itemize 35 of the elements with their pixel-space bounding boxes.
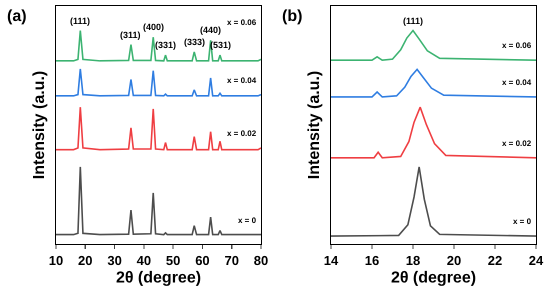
text: (b) [282, 8, 302, 25]
x-axis-title: 2θ (degree) [116, 269, 202, 286]
y-axis-title: Intensity (a.u.) [306, 70, 323, 180]
series-label: x = 0.02 [502, 139, 532, 148]
x-tick-label: 18 [406, 252, 420, 268]
annotation: (333) [184, 37, 206, 47]
annotation: (311) [120, 30, 141, 40]
text: x = 0.06 [227, 18, 257, 27]
x-tick-label: 30 [107, 252, 122, 268]
x-tick-label: 14 [324, 252, 339, 268]
y-axis-title: Intensity (a.u.) [30, 70, 48, 180]
x-tick-label: 60 [195, 252, 210, 268]
series-label: x = 0.04 [502, 78, 532, 87]
x-tick-label: 70 [224, 252, 239, 268]
x-tick-label: 22 [488, 252, 502, 268]
series-label: x = 0 [513, 217, 532, 226]
x-tick-label: 24 [528, 252, 544, 268]
x-axis-title: 2θ (degree) [390, 269, 476, 286]
text: (a) [7, 8, 27, 25]
annotation: (331) [155, 40, 176, 50]
series-label: x = 0 [238, 216, 257, 225]
x-tick-label: 80 [254, 252, 268, 268]
series-label: x = 0.04 [227, 76, 257, 85]
x-tick-label: 20 [78, 252, 93, 268]
x-tick-label: 10 [48, 252, 64, 268]
x-tick-label: 50 [166, 252, 180, 268]
series-label: x = 0.02 [227, 129, 257, 138]
annotation: (440) [200, 25, 222, 35]
x-tick-label: 20 [446, 252, 462, 268]
annotation: (111) [403, 16, 424, 26]
series-label: x = 0.06 [502, 41, 532, 50]
annotation: (400) [143, 22, 164, 32]
annotation: (111) [70, 16, 90, 26]
x-tick-label: 40 [136, 252, 152, 268]
x-tick-label: 16 [364, 252, 380, 268]
